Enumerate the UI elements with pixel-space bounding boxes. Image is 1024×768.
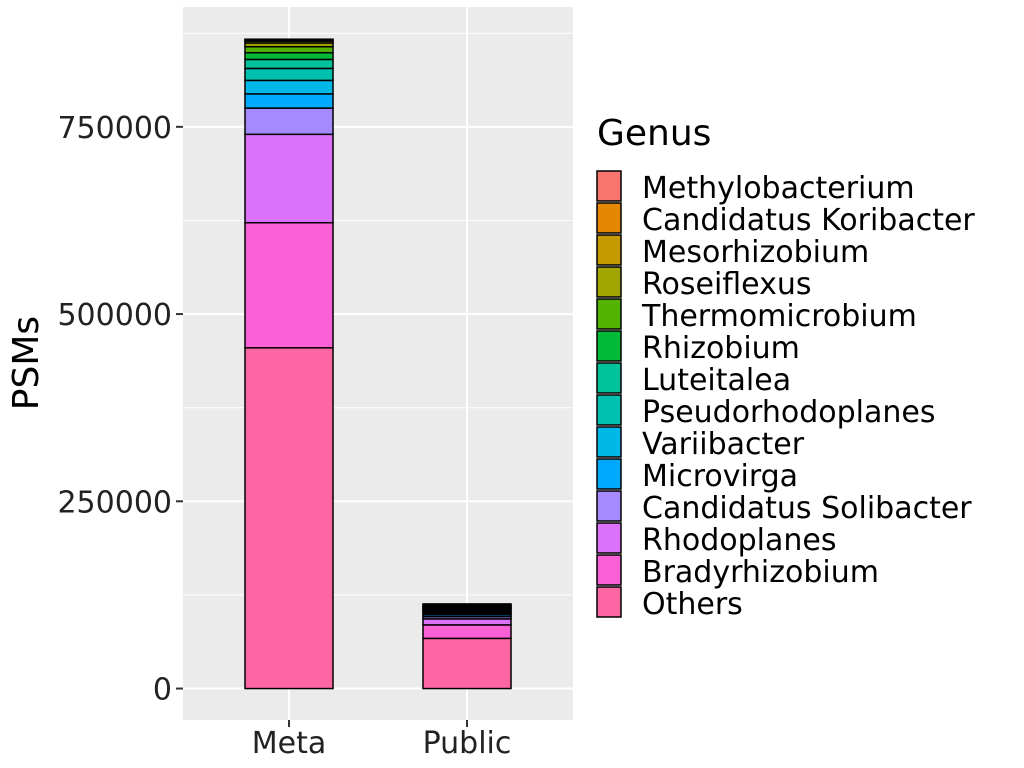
plot-panel: [183, 7, 573, 720]
bar-segment-meta-microvirga: [244, 93, 334, 109]
legend-label: Luteitalea: [642, 363, 791, 398]
legend-label: Roseiflexus: [642, 267, 812, 302]
legend-label: Microvirga: [642, 459, 798, 494]
bar-segment-meta-candidatus-solibacter: [244, 107, 334, 136]
bars: [244, 38, 512, 690]
legend-label: Mesorhizobium: [642, 235, 869, 270]
y-tick-label: 250000: [57, 485, 172, 520]
y-tick-label: 750000: [57, 111, 172, 146]
bar-segment-public-others: [422, 637, 512, 690]
legend-label: Candidatus Koribacter: [642, 203, 975, 238]
bar-segment-public-rhodoplanes: [422, 618, 512, 626]
legend-key: [596, 202, 622, 234]
legend-key: [596, 426, 622, 458]
bar-segment-meta-variibacter: [244, 79, 334, 95]
bar-segment-meta-thermomicrobium: [244, 45, 334, 54]
bar-segment-meta-bradyrhizobium: [244, 221, 334, 349]
legend-key: [596, 522, 622, 554]
x-tick-label: Meta: [252, 726, 327, 761]
legend-label: Candidatus Solibacter: [642, 491, 972, 526]
bar-segment-public-bradyrhizobium: [422, 624, 512, 640]
legend-label: Rhizobium: [642, 331, 800, 366]
legend-key: [596, 394, 622, 426]
legend-label: Bradyrhizobium: [642, 555, 879, 590]
legend-key: [596, 490, 622, 522]
legend-label: Methylobacterium: [642, 171, 915, 206]
legend-key: [596, 234, 622, 266]
y-axis-title: PSMs: [6, 316, 47, 410]
bar-segment-meta-rhodoplanes: [244, 133, 334, 224]
legend-label: Variibacter: [642, 427, 805, 462]
legend-key: [596, 170, 622, 202]
x-axis: Meta Public: [252, 720, 512, 761]
legend-label: Rhodoplanes: [642, 523, 836, 558]
x-tick-label: Public: [423, 726, 512, 761]
y-axis: 0 250000 500000 750000: [57, 111, 183, 708]
legend-label: Others: [642, 587, 743, 622]
bar-segment-meta-pseudorhodoplanes: [244, 67, 334, 82]
bar-segment-public-methylobacterium: [422, 603, 512, 606]
legend-key: [596, 362, 622, 394]
y-tick-label: 500000: [57, 298, 172, 333]
bar-segment-meta-methylobacterium: [244, 38, 334, 41]
bar-segment-meta-rhizobium: [244, 51, 334, 61]
legend-title: Genus: [597, 113, 711, 154]
legend-key: [596, 458, 622, 490]
legend-key: [596, 330, 622, 362]
bar-segment-meta-others: [244, 347, 334, 690]
legend-label: Thermomicrobium: [641, 299, 917, 334]
legend-key: [596, 298, 622, 330]
bar-segment-meta-luteitalea: [244, 58, 334, 70]
legend-label: Pseudorhodoplanes: [642, 395, 936, 430]
legend-key: [596, 554, 622, 586]
y-tick-label: 0: [153, 673, 172, 708]
legend-key: [596, 586, 622, 618]
legend-key: [596, 266, 622, 298]
